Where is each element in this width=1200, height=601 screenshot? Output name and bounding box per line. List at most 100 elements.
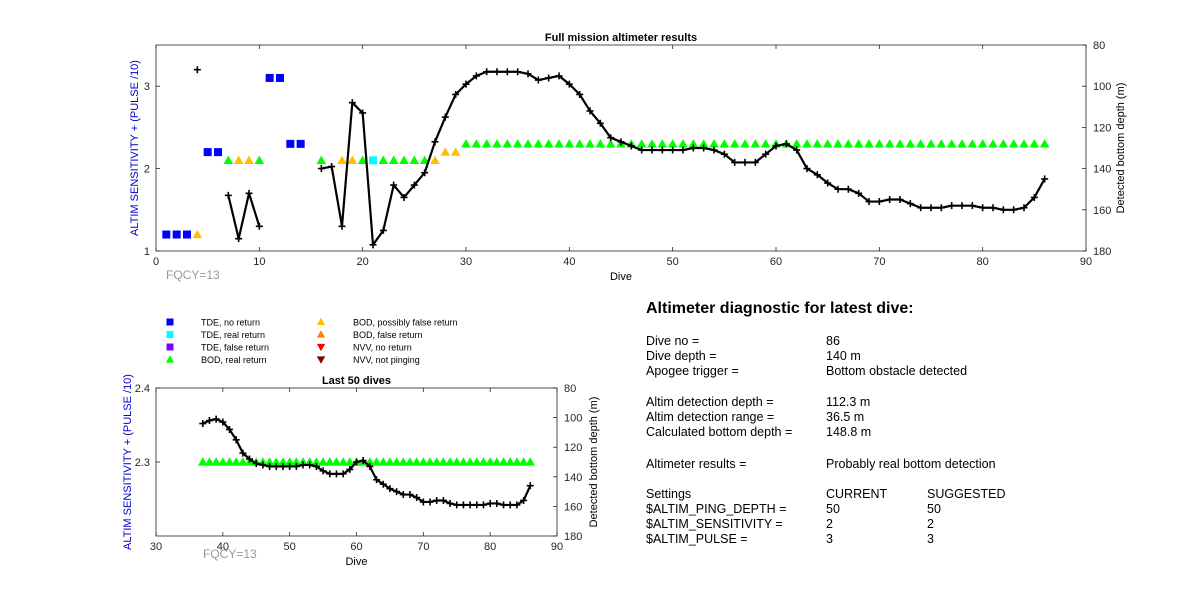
x-tick-label: 0 (153, 256, 159, 268)
pulse-suggested: 3 (927, 532, 934, 546)
dive-no-value: 86 (826, 334, 840, 348)
results-value: Probably real bottom detection (826, 457, 996, 471)
depth-point (865, 198, 873, 206)
legend-marker (166, 318, 174, 326)
last-50-dives-plot: 30 40 50 60 70 80 90 2.3 2.4 80 100 120 140 160 180 Las… (122, 374, 600, 568)
marker-bod-real-return (399, 155, 409, 164)
y-right-tick-label: 140 (1093, 164, 1111, 176)
marker-bod-real-return (967, 139, 978, 148)
marker-bod-real-return (946, 139, 957, 148)
apogee-label: Apogee trigger = (646, 364, 739, 378)
y-right-tick-label: 120 (1093, 122, 1111, 134)
depth-point (627, 142, 635, 150)
depth-point (927, 204, 935, 212)
bod-real-return-marker (485, 457, 495, 466)
bod-real-return-marker (271, 457, 282, 466)
marker-bod-real-return (595, 139, 606, 148)
depth-point (239, 449, 247, 457)
depth-point (669, 146, 677, 154)
legend-marker (316, 330, 326, 338)
y-right-tick-label: 100 (1093, 81, 1111, 93)
marker-bod-real-return (833, 139, 843, 148)
chart-title: Last 50 dives (322, 375, 391, 387)
marker-tde-real-return (369, 156, 377, 165)
depth-point (524, 70, 532, 78)
depth-point (483, 68, 491, 76)
marker-bod-real-return (543, 139, 554, 148)
marker-tde-no-return (183, 230, 191, 239)
depth-point (338, 222, 346, 230)
marker-bod-real-return (471, 139, 482, 148)
marker-bod-real-return (1039, 139, 1050, 148)
depth-point (366, 462, 374, 470)
bod-real-return-marker (338, 457, 348, 466)
y-left-tick-label: 2 (144, 164, 150, 176)
marker-bod-real-return (481, 139, 492, 148)
x-tick-label: 90 (1080, 256, 1092, 268)
depth-point (586, 107, 594, 115)
detection-depth-label: Altim detection depth = (646, 395, 774, 409)
marker-tde-no-return (203, 148, 212, 157)
bod-real-return-marker (472, 457, 482, 466)
depth-point (259, 461, 267, 469)
marker-bod-real-return (760, 139, 771, 148)
depth-point (493, 499, 501, 507)
x-tick-label: 20 (357, 256, 369, 268)
legend-marker (166, 331, 174, 338)
marker-bod-possibly-false-return (430, 155, 440, 164)
y-right-tick-label: 180 (564, 531, 582, 543)
depth-point (453, 501, 461, 509)
depth-point (772, 142, 780, 150)
bod-real-return-marker (425, 457, 435, 466)
y-left-tick-label: 3 (144, 81, 150, 93)
depth-point (359, 109, 367, 117)
depth-point (326, 470, 334, 478)
marker-bod-real-return (915, 139, 926, 148)
bod-real-return-marker (278, 457, 288, 466)
depth-point (565, 80, 573, 88)
legend-label: BOD, possibly false return (353, 318, 458, 328)
marker-bod-real-return (533, 139, 544, 148)
marker-bod-real-return (874, 139, 885, 148)
depth-point (803, 165, 811, 173)
depth-point (421, 169, 429, 177)
chart-title: Full mission altimeter results (545, 32, 697, 44)
marker-bod-real-return (316, 155, 327, 164)
sensitivity-current: 2 (826, 517, 833, 531)
marker-bod-real-return (492, 139, 502, 148)
marker-bod-real-return (605, 139, 616, 148)
depth-point (989, 204, 997, 212)
bod-real-return-marker (445, 457, 455, 466)
bod-real-return-marker (498, 457, 509, 466)
marker-bod-real-return (905, 139, 916, 148)
marker-bod-real-return (502, 139, 513, 148)
bod-real-return-marker (324, 457, 335, 466)
calculated-depth-label: Calculated bottom depth = (646, 425, 793, 439)
marker-bod-real-return (895, 139, 905, 148)
marker-bod-possibly-false-return (337, 155, 347, 164)
x-tick-label: 50 (667, 256, 679, 268)
depth-point (731, 158, 739, 166)
depth-point (452, 90, 460, 98)
bod-real-return-marker (218, 457, 228, 466)
depth-point (1041, 175, 1049, 183)
depth-point (999, 206, 1007, 214)
depth-point (520, 496, 528, 504)
depth-point (503, 68, 511, 76)
marker-bod-real-return (957, 139, 967, 148)
detection-range-label: Altim detection range = (646, 410, 775, 424)
depth-point (710, 146, 718, 154)
depth-point (555, 72, 563, 80)
settings-label: Settings (646, 487, 692, 501)
pulse-current: 3 (826, 532, 833, 546)
calculated-depth-value: 148.8 m (826, 425, 872, 439)
x-tick-label: 50 (284, 541, 296, 553)
marker-bod-real-return (843, 139, 854, 148)
marker-bod-real-return (554, 139, 564, 148)
marker-bod-real-return (223, 155, 234, 164)
x-tick-label: 30 (460, 256, 472, 268)
marker-tde-no-return (265, 73, 274, 82)
depth-point (246, 455, 254, 463)
marker-bod-real-return (729, 139, 740, 148)
marker-bod-real-return (647, 139, 657, 148)
